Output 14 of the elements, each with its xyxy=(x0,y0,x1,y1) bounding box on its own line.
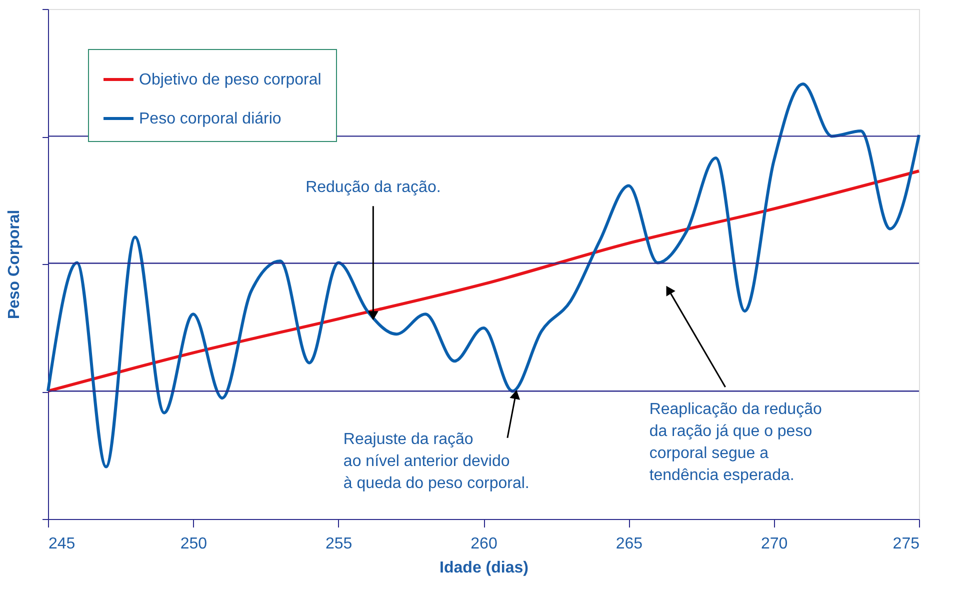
x-tick-label: 270 xyxy=(760,536,788,552)
y-axis-title: Peso Corporal xyxy=(6,210,23,320)
x-tick-label: 255 xyxy=(325,536,352,552)
x-axis-title: Idade (dias) xyxy=(440,560,528,576)
x-tick-label: 245 xyxy=(48,536,76,552)
annotation: Reajuste da ração ao nível anterior devido à queda do peso corporal. xyxy=(343,430,530,492)
legend-label: Objetivo de peso corporal xyxy=(139,72,322,88)
x-tick-label: 275 xyxy=(892,536,920,552)
x-tick-label: 265 xyxy=(616,536,643,552)
annotation: Redução da ração. xyxy=(306,179,441,196)
x-tick-label: 260 xyxy=(470,536,498,552)
legend-label: Peso corporal diário xyxy=(139,110,282,128)
annotation: Reaplicação da redução da ração já que o peso corporal segue a tendência esperada. xyxy=(649,401,822,484)
x-tick-label: 250 xyxy=(180,536,208,552)
